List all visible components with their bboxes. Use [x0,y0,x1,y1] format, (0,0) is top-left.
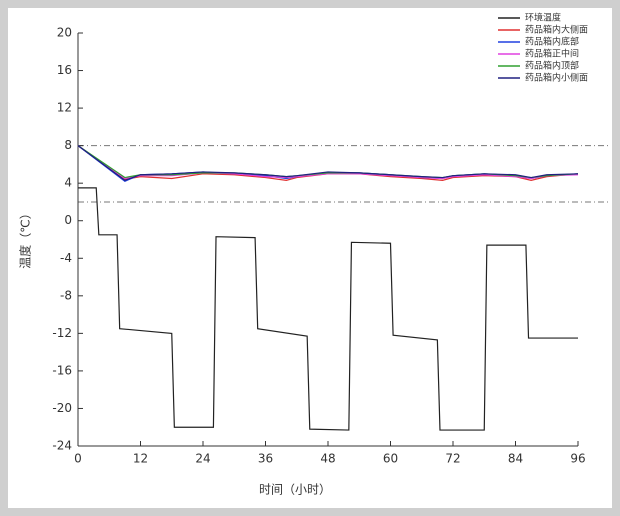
y-tick-label: -12 [52,326,72,340]
x-tick-label: 24 [195,452,210,466]
legend-label: 药品箱内底部 [525,36,579,48]
x-tick-label: 60 [383,452,398,466]
x-tick-label: 84 [508,452,523,466]
y-tick-label: 0 [64,213,72,227]
y-tick-label: 20 [57,26,72,40]
y-tick-label: 12 [57,101,72,115]
x-tick-label: 96 [570,452,585,466]
x-tick-label: 48 [320,452,335,466]
legend-label: 药品箱内顶部 [525,60,579,72]
y-tick-label: -4 [60,251,72,265]
y-tick-label: 4 [64,176,72,190]
y-tick-label: 8 [64,138,72,152]
x-tick-label: 12 [133,452,148,466]
series-line [77,145,579,182]
legend-label: 药品箱内大侧面 [525,24,588,36]
x-tick-label: 0 [74,452,82,466]
legend-label: 药品箱内小侧面 [525,72,588,84]
y-tick-label: -24 [52,439,72,453]
x-tick-label: 36 [258,452,273,466]
y-axis-label: 温度（℃） [18,207,33,268]
y-tick-label: -16 [52,363,72,377]
y-tick-label: 16 [57,63,72,77]
series-line [77,145,579,180]
series-line [77,145,579,179]
legend-label: 环境温度 [525,12,561,24]
chart-panel: 时间（小时） 温度（℃） -24 -20 -16 -12 -8 -4 0 4 8 12 16 20 0 1… [8,8,612,508]
x-axis-label: 时间（小时） [259,483,331,497]
y-tick-label: -8 [60,288,72,302]
y-tick-label: -20 [52,401,72,415]
legend-label: 药品箱正中间 [525,48,579,60]
x-tick-label: 72 [445,452,460,466]
series-line [78,187,578,431]
